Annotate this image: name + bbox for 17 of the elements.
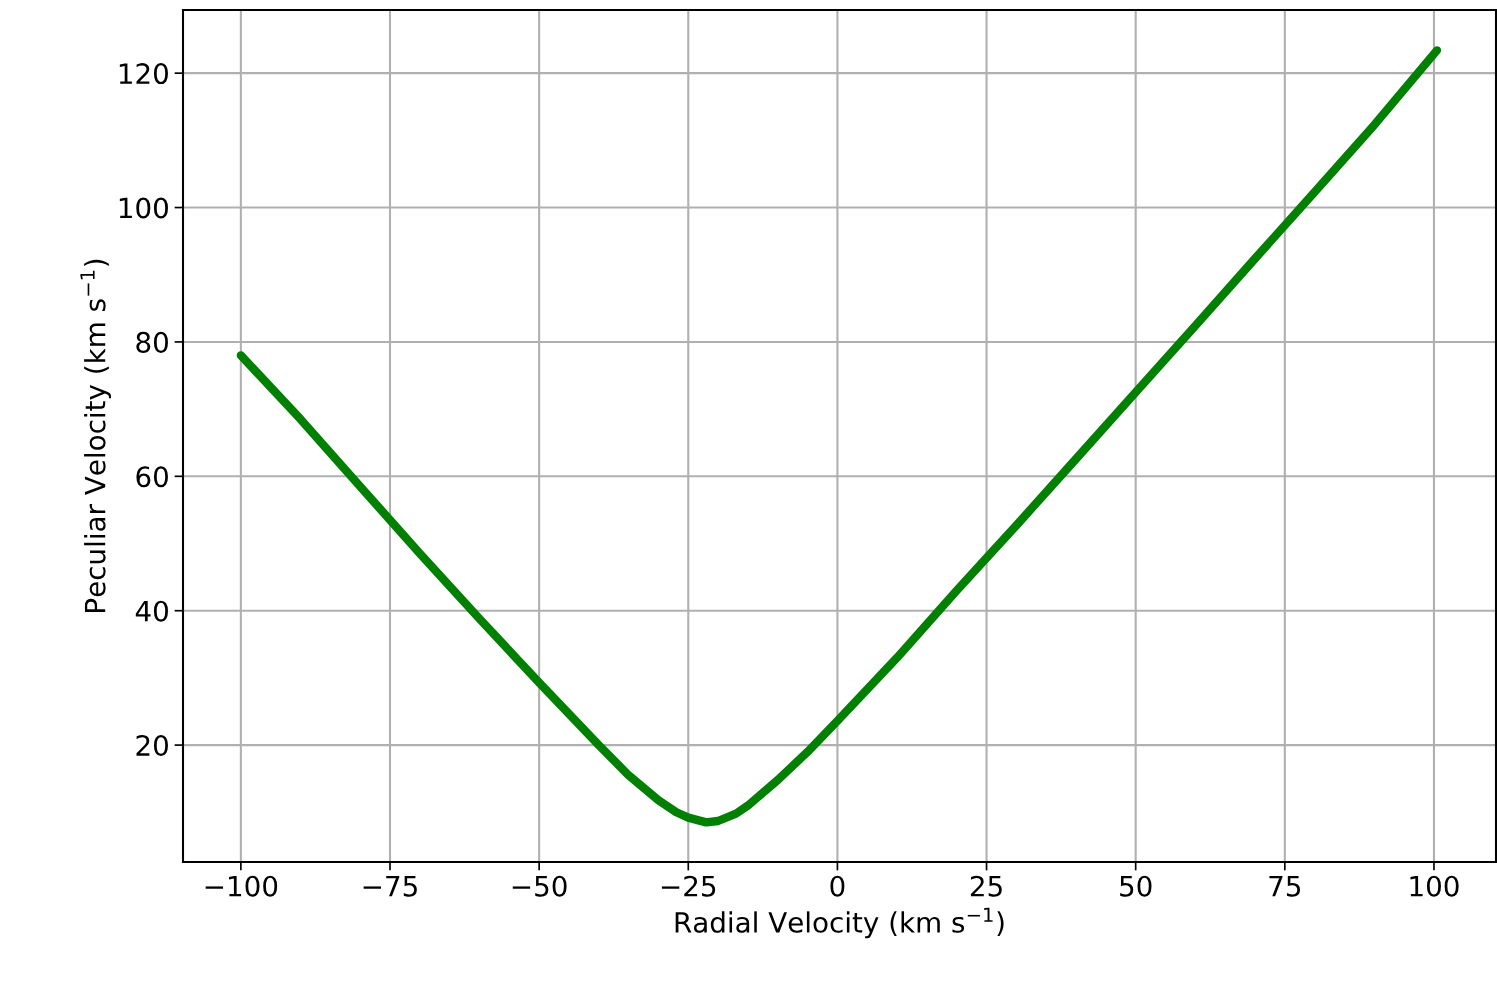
y-tick-label: 20: [136, 735, 168, 757]
x-tick-label: 50: [1120, 875, 1152, 897]
y-tick-label: 40: [135, 600, 168, 622]
x-tick-label: 75: [1269, 876, 1301, 897]
x-tick-label: 25: [970, 875, 1002, 897]
y-tick-label: 120: [119, 63, 168, 85]
y-tick-label: 100: [119, 197, 168, 219]
x-tick-label: 0: [830, 875, 845, 897]
x-tick-label: −50: [512, 875, 567, 897]
y-axis-title: Peculiar Velocity (km s$^{−1}$): [80, 259, 111, 612]
x-axis-title: Radial Velocity (km s$^{−1}$): [675, 907, 1004, 939]
x-tick-label: −100: [205, 875, 278, 897]
y-tick-label: 60: [136, 466, 168, 488]
y-tick-label: 80: [136, 331, 168, 353]
x-tick-label: −25: [661, 875, 716, 897]
x-tick-label: 100: [1410, 875, 1459, 897]
x-tick-label: −75: [363, 876, 417, 897]
